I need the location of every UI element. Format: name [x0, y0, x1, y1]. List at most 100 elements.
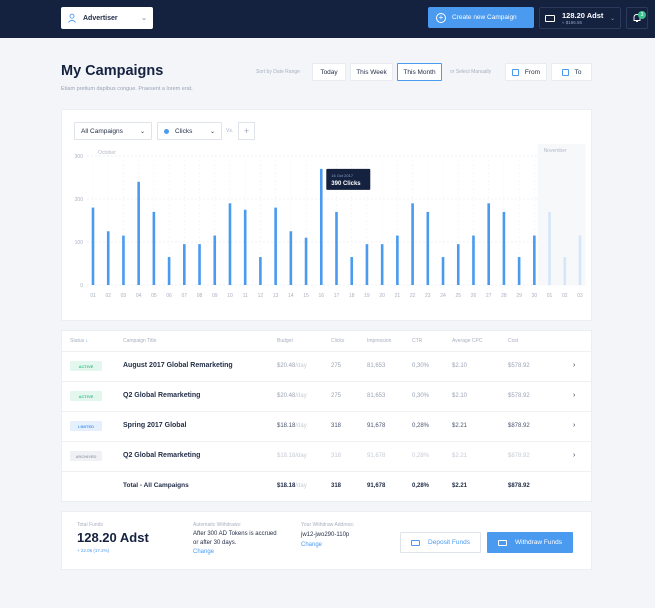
chart-bar: [533, 235, 536, 285]
y-tick-label: 200: [75, 197, 84, 203]
campaign-title[interactable]: August 2017 Global Remarketing: [123, 362, 233, 369]
x-tick-label: 17: [334, 293, 340, 299]
budget-cell: $20.48/day: [277, 363, 307, 369]
from-date-picker[interactable]: From: [505, 63, 547, 81]
y-tick-label: 0: [80, 283, 83, 289]
status-badge: LIMITED: [70, 421, 102, 431]
chart-bar: [502, 211, 506, 285]
clicks-cell: 275: [331, 363, 342, 369]
calendar-icon: [511, 68, 519, 76]
to-date-picker[interactable]: To: [551, 63, 592, 81]
header-status[interactable]: Status ↓: [70, 338, 89, 344]
ctr-cell: 0,30%: [412, 363, 430, 369]
divider: [61, 351, 592, 352]
this-month-button[interactable]: This Month: [397, 63, 442, 81]
chart-bar: [426, 211, 430, 285]
campaign-select[interactable]: All Campaigns ⌄: [74, 122, 152, 140]
this-week-button[interactable]: This Week: [350, 63, 393, 81]
x-tick-label: 21: [395, 293, 401, 299]
chart-bar: [548, 211, 551, 285]
x-tick-label: 16: [319, 293, 325, 299]
header-cost[interactable]: Cost: [508, 338, 519, 344]
chart-bar: [563, 257, 567, 285]
total-title: Total - All Campaigns: [123, 482, 189, 489]
chart-bar: [183, 244, 186, 285]
chevron-right-icon[interactable]: ›: [573, 452, 576, 459]
add-comparison-button[interactable]: +: [238, 122, 255, 140]
account-switcher[interactable]: Advertiser ⌄: [61, 7, 153, 29]
metric-select[interactable]: Clicks ⌄: [157, 122, 222, 140]
header-impression[interactable]: Impression: [367, 338, 392, 344]
chart-bar: [319, 168, 323, 285]
chevron-right-icon[interactable]: ›: [573, 362, 576, 369]
wallet-sub: ≈ $186.55: [562, 19, 582, 25]
total-funds-label: Total Funds: [77, 522, 103, 528]
cost-cell: $578.92: [508, 393, 530, 399]
x-tick-label: 01: [90, 293, 96, 299]
page-title: My Campaigns: [61, 63, 164, 79]
sort-label: Sort by Date Range: [256, 69, 300, 75]
x-tick-label: 05: [151, 293, 157, 299]
chart-bar: [91, 207, 95, 285]
manual-label: or Select Manually: [450, 69, 492, 75]
auto-withdraw-change-link[interactable]: Change: [193, 549, 215, 555]
status-badge: ACTIVE: [70, 391, 102, 401]
x-tick-label: 10: [227, 293, 233, 299]
header-title[interactable]: Campaign Title: [123, 338, 157, 344]
clicks-cell: 318: [331, 423, 342, 429]
status-badge: ACTIVE: [70, 361, 102, 371]
chart-bar: [350, 257, 354, 285]
chart-bar: [304, 237, 308, 285]
x-tick-label: 19: [364, 293, 370, 299]
series-color-dot: [164, 128, 169, 134]
auto-withdraw-text-1: After 300 AD Tokens is accrued: [193, 531, 277, 537]
campaign-title[interactable]: Q2 Global Remarketing: [123, 392, 201, 399]
chart-bar: [137, 181, 140, 285]
total-funds-change: + 22.06 (17.2%): [77, 548, 110, 553]
chart-bar: [167, 257, 171, 285]
create-campaign-button[interactable]: + Create new Campaign: [428, 7, 534, 28]
deposit-funds-button[interactable]: Deposit Funds: [400, 532, 481, 553]
tooltip-date: 16 Oct 2017: [331, 173, 354, 178]
month-label: October: [98, 150, 116, 156]
x-tick-label: 09: [212, 293, 218, 299]
campaigns-table: [61, 330, 592, 502]
x-tick-label: 15: [303, 293, 309, 299]
chart-bar: [213, 235, 217, 285]
chart-bar: [411, 203, 414, 285]
page-subtitle: Etiam pretium dapibus congue. Praesent a…: [61, 86, 193, 92]
x-tick-label: 29: [516, 293, 522, 299]
x-tick-label: 11: [243, 293, 248, 299]
chevron-down-icon: ⌄: [141, 15, 147, 22]
chart-bar: [487, 203, 490, 285]
withdraw-address: jw12-jwo290-110p: [301, 532, 350, 538]
today-button[interactable]: Today: [312, 63, 346, 81]
wallet-amount: 128.20 Adst: [562, 10, 604, 20]
header-clicks[interactable]: Clicks: [331, 338, 345, 344]
header-budget[interactable]: Budget: [277, 338, 293, 344]
chart-bar: [380, 244, 384, 285]
y-tick-label: 300: [75, 154, 84, 160]
chart-bar: [152, 211, 156, 285]
top-navbar: Advertiser ⌄ + Create new Campaign 128.2…: [0, 0, 655, 38]
chevron-right-icon[interactable]: ›: [573, 422, 576, 429]
create-campaign-label: Create new Campaign: [452, 14, 517, 21]
withdraw-funds-button[interactable]: Withdraw Funds: [487, 532, 573, 553]
campaign-title[interactable]: Spring 2017 Global: [123, 422, 187, 429]
chevron-down-icon: ⌄: [209, 128, 215, 135]
campaign-title[interactable]: Q2 Global Remarketing: [123, 452, 201, 459]
divider: [61, 381, 592, 382]
x-tick-label: 02: [105, 293, 111, 299]
chevron-right-icon[interactable]: ›: [573, 392, 576, 399]
cost-cell: $878.92: [508, 423, 530, 429]
wallet-dropdown[interactable]: 128.20 Adst ≈ $186.55 ⌄: [539, 7, 621, 29]
x-tick-label: 13: [273, 293, 279, 299]
withdraw-address-change-link[interactable]: Change: [301, 542, 323, 548]
x-tick-label: 02: [562, 293, 568, 299]
notifications-button[interactable]: 3: [626, 7, 648, 29]
header-cpc[interactable]: Average CPC: [452, 338, 483, 344]
x-tick-label: 07: [182, 293, 188, 299]
chart-bar: [122, 235, 125, 285]
header-ctr[interactable]: CTR: [412, 338, 423, 344]
credit-card-icon: [411, 539, 421, 546]
